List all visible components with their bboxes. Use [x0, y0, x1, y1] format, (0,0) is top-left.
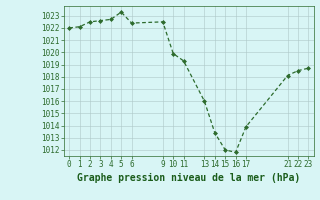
X-axis label: Graphe pression niveau de la mer (hPa): Graphe pression niveau de la mer (hPa) — [77, 173, 300, 183]
